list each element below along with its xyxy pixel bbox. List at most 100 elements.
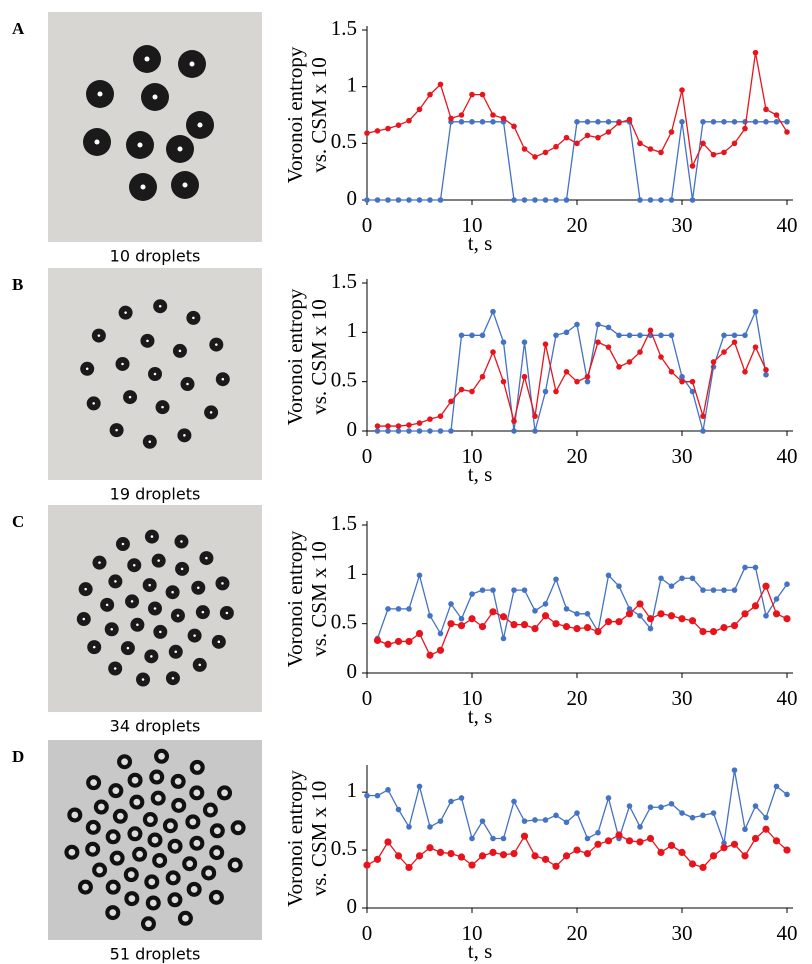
- data-point: [394, 637, 403, 646]
- data-point: [689, 197, 696, 203]
- droplet-highlight: [124, 311, 127, 314]
- data-point: [374, 128, 381, 134]
- droplet-highlight: [130, 600, 134, 603]
- data-point: [584, 835, 591, 842]
- droplet-center: [145, 920, 152, 928]
- data-point: [637, 197, 643, 203]
- data-point: [772, 610, 781, 618]
- data-point: [583, 624, 592, 632]
- droplet-center: [68, 848, 76, 856]
- droplet-highlight: [148, 440, 152, 444]
- data-point: [468, 615, 476, 623]
- data-point: [542, 817, 549, 823]
- series-line: [367, 770, 788, 844]
- data-point: [437, 413, 444, 420]
- droplet-highlight: [186, 382, 189, 386]
- data-point: [406, 824, 412, 830]
- data-point: [458, 119, 465, 125]
- data-point: [752, 119, 759, 125]
- data-point: [385, 606, 391, 612]
- droplet-center: [189, 818, 197, 826]
- x-tick-label: 0: [362, 213, 373, 237]
- data-point: [437, 428, 444, 434]
- data-point: [626, 332, 633, 339]
- x-tick-label: 0: [362, 921, 373, 945]
- data-point: [657, 610, 665, 618]
- data-point: [721, 587, 727, 593]
- data-point: [469, 591, 475, 597]
- data-point: [605, 324, 612, 331]
- data-point: [364, 792, 370, 799]
- y-tick-label: 1.5: [331, 16, 357, 40]
- data-point: [394, 852, 403, 860]
- data-point: [741, 852, 749, 860]
- data-point: [469, 91, 475, 98]
- droplet-highlight: [157, 559, 160, 562]
- data-point: [658, 575, 664, 582]
- data-point: [395, 197, 402, 203]
- droplet-highlight: [193, 634, 196, 637]
- data-point: [710, 119, 717, 125]
- data-point: [511, 428, 517, 434]
- data-point: [604, 618, 613, 626]
- droplet-highlight: [113, 667, 117, 670]
- data-point: [783, 615, 791, 623]
- data-point: [752, 803, 759, 809]
- data-point: [426, 651, 434, 659]
- data-point: [437, 630, 444, 637]
- data-point: [415, 629, 424, 638]
- data-point: [700, 428, 706, 434]
- droplet-center: [171, 896, 179, 904]
- y-axis-label: Voronoi entropy: [283, 288, 307, 425]
- droplet-center: [89, 823, 97, 831]
- y-axis-label: vs. CSM x 10: [307, 541, 331, 657]
- x-tick-label: 20: [567, 921, 588, 945]
- data-point: [532, 413, 538, 420]
- y-axis-label: Voronoi entropy: [283, 46, 307, 183]
- y-tick-label: 0.5: [331, 129, 357, 153]
- data-point: [448, 115, 454, 122]
- data-point: [447, 620, 455, 628]
- data-point: [385, 787, 391, 793]
- data-point: [427, 197, 433, 203]
- data-point: [605, 795, 612, 801]
- droplet-center: [131, 830, 139, 838]
- data-point: [490, 112, 496, 118]
- data-point: [584, 378, 591, 385]
- data-point: [626, 359, 633, 365]
- data-point: [667, 612, 676, 620]
- data-point: [616, 332, 622, 339]
- data-point: [553, 388, 559, 395]
- y-tick-label: 1.5: [331, 269, 357, 293]
- data-point: [458, 112, 465, 118]
- data-point: [531, 625, 539, 633]
- data-point: [637, 349, 643, 355]
- data-point: [595, 321, 601, 328]
- data-point: [594, 627, 602, 636]
- data-point: [762, 825, 770, 833]
- data-point: [406, 117, 412, 124]
- data-point: [437, 818, 444, 824]
- data-point: [784, 791, 790, 798]
- data-point: [521, 587, 528, 593]
- x-tick-label: 0: [362, 444, 373, 468]
- data-point: [510, 849, 518, 858]
- panel-label: D: [12, 747, 24, 766]
- data-point: [700, 587, 706, 593]
- droplet-center: [213, 893, 220, 901]
- data-point: [709, 852, 718, 860]
- data-point: [762, 582, 770, 590]
- droplet-highlight: [137, 142, 143, 148]
- panel-label: C: [12, 512, 24, 531]
- data-point: [416, 106, 423, 113]
- data-point: [373, 855, 382, 863]
- data-point: [679, 87, 685, 93]
- data-point: [721, 332, 727, 339]
- data-point: [657, 848, 665, 857]
- x-tick-label: 30: [672, 921, 693, 945]
- data-point: [773, 783, 780, 790]
- droplet-highlight: [174, 650, 178, 654]
- data-point: [479, 91, 486, 98]
- data-point: [720, 624, 728, 632]
- data-point: [658, 332, 664, 339]
